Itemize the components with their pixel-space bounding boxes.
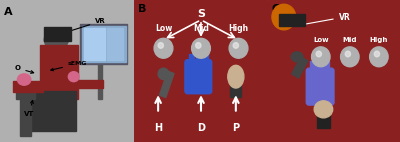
Text: O: O — [14, 65, 34, 73]
Text: A: A — [4, 7, 13, 17]
Circle shape — [196, 43, 201, 48]
Text: C: C — [272, 4, 280, 14]
Text: H: H — [154, 123, 162, 133]
Bar — [84, 28, 104, 60]
Ellipse shape — [158, 68, 169, 80]
Ellipse shape — [314, 101, 333, 118]
Ellipse shape — [291, 52, 303, 62]
Circle shape — [341, 47, 359, 67]
Text: High: High — [370, 37, 388, 43]
Bar — [107, 28, 123, 60]
Bar — [82, 26, 126, 62]
Circle shape — [158, 43, 164, 48]
Circle shape — [374, 51, 380, 57]
Bar — [292, 57, 308, 78]
Bar — [160, 71, 174, 98]
Text: S: S — [197, 9, 205, 19]
Ellipse shape — [18, 74, 31, 85]
Circle shape — [229, 38, 248, 58]
Bar — [98, 60, 102, 99]
Circle shape — [192, 38, 210, 58]
Ellipse shape — [272, 4, 296, 30]
Bar — [16, 91, 35, 99]
Circle shape — [370, 47, 388, 67]
Bar — [317, 60, 322, 74]
Bar — [14, 81, 43, 92]
Ellipse shape — [68, 72, 79, 82]
FancyBboxPatch shape — [185, 60, 212, 94]
Text: VR: VR — [64, 18, 106, 33]
Circle shape — [154, 38, 173, 58]
Text: Mid: Mid — [193, 24, 209, 33]
Circle shape — [312, 47, 330, 67]
Text: D: D — [197, 123, 205, 133]
Bar — [310, 61, 316, 74]
Bar — [44, 27, 71, 41]
Circle shape — [316, 51, 322, 57]
Circle shape — [345, 51, 350, 57]
Bar — [20, 94, 31, 136]
Text: Mid: Mid — [342, 37, 357, 43]
Bar — [30, 91, 76, 131]
Text: Low: Low — [155, 24, 172, 33]
FancyBboxPatch shape — [306, 68, 334, 105]
Bar — [230, 77, 241, 97]
Bar — [278, 14, 305, 26]
Text: High: High — [228, 24, 248, 33]
Text: B: B — [138, 4, 146, 14]
Circle shape — [233, 43, 238, 48]
Bar — [317, 106, 330, 128]
Bar — [202, 54, 208, 65]
Bar — [324, 61, 329, 74]
Text: VT: VT — [24, 101, 35, 117]
Text: sEMG: sEMG — [51, 61, 88, 71]
Text: VR: VR — [301, 12, 350, 26]
Bar — [40, 45, 78, 99]
Ellipse shape — [228, 65, 244, 88]
Bar — [74, 80, 103, 88]
Text: P: P — [232, 123, 240, 133]
Bar — [189, 54, 194, 65]
Bar — [80, 24, 127, 64]
Ellipse shape — [44, 30, 68, 50]
Text: Low: Low — [313, 37, 329, 43]
Bar — [196, 53, 201, 65]
